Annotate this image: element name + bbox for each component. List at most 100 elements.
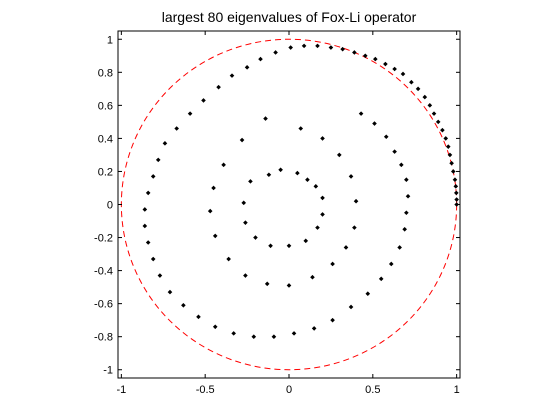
eigenvalue-point <box>244 65 250 70</box>
eigenvalue-point <box>348 174 354 179</box>
eigenvalue-point <box>243 273 248 278</box>
x-tick-label: 1 <box>454 384 460 396</box>
y-tick-label: -0.4 <box>94 266 113 278</box>
eigenvalue-point <box>447 152 453 158</box>
x-tick-label: 0.5 <box>365 384 380 396</box>
eigenvalue-point <box>288 45 293 50</box>
eigenvalue-point <box>449 160 454 166</box>
eigenvalue-point <box>201 98 206 103</box>
eigenvalue-point <box>311 326 317 331</box>
points-layer <box>142 43 459 339</box>
eigenvalue-point <box>264 281 270 287</box>
eigenvalue-point <box>422 94 428 100</box>
eigenvalue-point <box>358 111 364 116</box>
eigenvalue-point <box>328 45 334 50</box>
eigenvalue-point <box>405 193 411 199</box>
eigenvalue-point <box>271 334 277 339</box>
eigenvalue-point <box>243 220 248 225</box>
eigenvalue-point <box>320 136 325 141</box>
x-ticks: -1 -0.5 0 0.5 1 <box>116 31 460 396</box>
eigenvalue-point <box>142 207 148 212</box>
eigenvalue-point <box>239 137 245 143</box>
eigenvalue-point <box>310 274 315 280</box>
eigenvalue-point <box>263 116 268 121</box>
eigenvalue-point <box>435 119 441 125</box>
eigenvalue-point <box>196 314 201 320</box>
y-tick-label: 0.8 <box>98 67 113 79</box>
eigenvalue-point <box>301 43 307 49</box>
eigenvalue-point <box>397 245 402 250</box>
y-tick-label: -1 <box>103 365 113 377</box>
eigenvalue-point <box>268 243 273 249</box>
eigenvalue-point <box>278 167 283 173</box>
y-tick-label: 0 <box>107 200 113 212</box>
x-tick-label: -0.5 <box>196 384 215 396</box>
eigenvalue-point <box>431 111 437 116</box>
eigenvalue-point <box>348 304 354 310</box>
eigenvalue-point <box>211 185 216 191</box>
eigenvalue-point <box>392 149 397 154</box>
plot-area <box>118 31 460 378</box>
eigenvalue-point <box>248 179 253 184</box>
eigenvalue-point <box>404 210 409 216</box>
eigenvalue-point <box>258 56 263 62</box>
eigenvalue-point <box>373 56 378 62</box>
eigenvalue-point <box>273 50 278 55</box>
eigenvalue-point <box>352 225 357 230</box>
eigenvalue-point <box>174 126 179 131</box>
eigenvalue-point <box>142 223 148 229</box>
eigenvalue-point <box>145 240 151 245</box>
eigenvalue-point <box>445 144 451 149</box>
eigenvalue-point <box>253 235 258 240</box>
eigenvalue-point <box>453 184 459 189</box>
eigenvalue-point <box>404 177 409 183</box>
eigenvalue-point <box>362 53 368 59</box>
y-tick-label: 0.4 <box>98 133 113 145</box>
eigenvalue-point <box>226 256 231 262</box>
eigenvalue-point <box>291 331 297 336</box>
chart-title: largest 80 eigenvalues of Fox-Li operato… <box>162 9 417 25</box>
eigenvalue-point <box>330 317 335 323</box>
eigenvalue-point <box>212 233 218 239</box>
eigenvalue-point <box>409 79 414 85</box>
eigenvalue-point <box>305 177 310 183</box>
eigenvalue-point <box>155 157 161 163</box>
eigenvalue-point <box>388 261 394 267</box>
eigenvalue-point <box>415 86 421 92</box>
eigenvalue-point <box>383 134 389 140</box>
eigenvalue-point <box>167 289 173 295</box>
eigenvalue-point <box>181 302 186 308</box>
eigenvalue-point <box>340 46 345 52</box>
eigenvalue-point <box>295 170 300 176</box>
eigenvalue-point <box>353 198 359 204</box>
eigenvalue-point <box>450 169 456 174</box>
y-tick-label: 0.2 <box>98 166 113 178</box>
eigenvalue-point <box>162 141 168 146</box>
eigenvalue-point <box>454 197 459 202</box>
eigenvalue-point <box>378 276 384 282</box>
eigenvalue-point <box>315 43 320 49</box>
eigenvalue-point <box>221 162 226 168</box>
y-tick-label: 0.6 <box>98 100 113 112</box>
eigenvalue-point <box>427 103 433 108</box>
eigenvalue-point <box>365 291 371 297</box>
eigenvalue-point <box>212 324 218 330</box>
eigenvalue-point <box>313 184 319 189</box>
eigenvalue-point <box>150 174 156 179</box>
eigenvalue-point <box>298 126 304 131</box>
eigenvalue-point <box>157 273 163 278</box>
eigenvalue-point <box>383 61 388 67</box>
eigenvalue-point <box>343 245 349 250</box>
eigenvalue-point <box>145 190 151 196</box>
eigenvalue-point <box>352 50 357 55</box>
y-tick-label: -0.8 <box>94 332 113 344</box>
x-tick-label: -1 <box>116 384 126 396</box>
eigenvalue-point <box>440 127 445 133</box>
eigenvalue-point <box>315 225 320 230</box>
eigenvalue-point <box>150 256 156 262</box>
eigenvalue-point <box>400 71 406 77</box>
eigenvalue-point <box>229 73 235 78</box>
eigenvalue-point <box>266 172 272 178</box>
